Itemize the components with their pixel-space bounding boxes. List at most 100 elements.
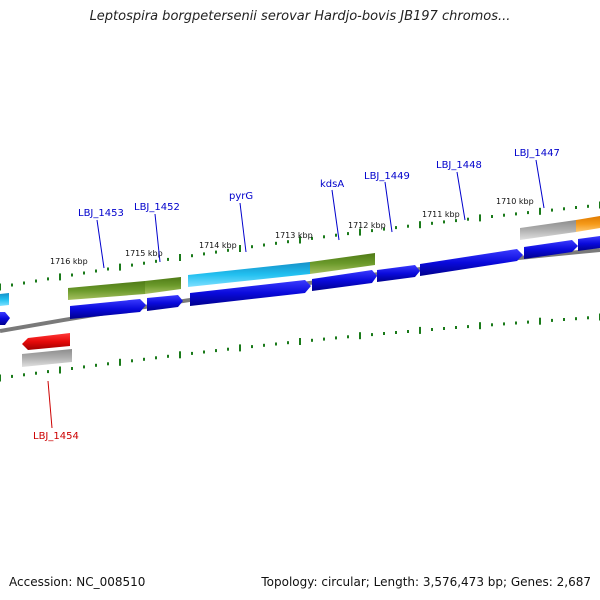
lower-scale-tick	[407, 330, 409, 333]
gene-LBJ_1448-arrow[interactable]	[420, 249, 523, 276]
upper-scale-tick	[575, 206, 577, 209]
gene-label-LBJ_1453[interactable]: LBJ_1453	[78, 208, 124, 219]
upper-scale-tick	[251, 245, 253, 249]
lower-scale-tick	[359, 332, 361, 340]
gene-kdsA-arrow[interactable]	[312, 270, 377, 291]
upper-scale-ticks	[0, 201, 600, 291]
gene-LBJ_1453-hit[interactable]	[68, 281, 145, 300]
lower-scale-tick	[143, 357, 145, 361]
lower-scale-tick	[299, 338, 301, 345]
gene-LBJ_1452-hit[interactable]	[145, 277, 181, 294]
lower-scale-tick	[59, 366, 61, 374]
lower-scale-tick	[191, 351, 193, 355]
upper-scale-tick	[239, 245, 241, 252]
kbp-label-1716: 1716 kbp	[50, 257, 88, 266]
upper-scale-tick	[0, 283, 1, 291]
lower-scale-tick	[155, 356, 157, 360]
kbp-label-1710: 1710 kbp	[496, 197, 534, 206]
upper-scale-tick	[563, 207, 565, 211]
leader-LBJ_1449	[384, 181, 393, 233]
leader-LBJ_1448	[456, 171, 466, 221]
lower-scale-tick	[515, 321, 517, 325]
upper-scale-tick	[119, 263, 121, 271]
gene-pyrG-hit[interactable]	[188, 262, 310, 287]
upper-scale-tick	[503, 213, 505, 217]
upper-scale-tick	[359, 228, 361, 236]
upper-scale-tick	[491, 215, 493, 218]
gene-label-LBJ_1448[interactable]: LBJ_1448	[436, 160, 482, 171]
upper-scale-tick	[419, 221, 421, 229]
lower-scale-tick	[419, 326, 421, 334]
upper-scale-tick	[515, 212, 517, 216]
lower-scale-tick	[35, 371, 37, 375]
gene-LBJ_1453-arrow[interactable]	[70, 299, 146, 319]
lower-scale-tick	[287, 341, 289, 345]
upper-scale-tick	[23, 281, 25, 285]
gene-LBJ_1454-hit-gray[interactable]	[22, 349, 72, 367]
lower-scale-tick	[563, 318, 565, 321]
upper-scale-tick	[35, 279, 37, 283]
gene-leftedge-hit-cyan[interactable]	[0, 293, 9, 306]
gene-LBJ_1452-arrow[interactable]	[147, 295, 183, 311]
gene-label-leaders	[47, 159, 545, 429]
lower-scale-tick	[395, 331, 397, 334]
lower-scale-tick	[503, 322, 505, 326]
upper-scale-tick	[11, 283, 13, 287]
lower-scale-tick	[83, 365, 85, 369]
gene-pyrG-arrow[interactable]	[190, 280, 311, 306]
upper-scale-tick	[263, 243, 265, 247]
upper-scale-tick	[431, 221, 433, 225]
gene-LBJ_1449-arrow[interactable]	[377, 265, 420, 282]
leader-kdsA	[331, 189, 340, 241]
upper-scale-tick	[131, 263, 133, 267]
lower-scale-tick	[107, 362, 109, 366]
gene-LBJ_1447-hit-gray[interactable]	[520, 220, 576, 240]
gene-label-pyrG[interactable]: pyrG	[229, 191, 253, 202]
upper-scale-tick	[335, 233, 337, 237]
gene-labels: LBJ_1453 LBJ_1452 pyrG kdsA LBJ_1449 LBJ…	[33, 148, 560, 442]
gene-LBJ_1446-hit-orange[interactable]	[576, 216, 600, 232]
lower-scale-tick	[11, 374, 13, 378]
leader-LBJ_1454	[47, 380, 53, 429]
upper-scale-tick	[227, 248, 229, 252]
lower-scale-tick	[311, 338, 313, 342]
upper-scale-tick	[47, 277, 49, 281]
gene-label-LBJ_1449[interactable]: LBJ_1449	[364, 171, 410, 182]
upper-scale-tick	[323, 235, 325, 239]
gene-LBJ_1447-arrow[interactable]	[524, 240, 578, 259]
upper-scale-tick	[203, 252, 205, 256]
lower-scale-tick	[203, 350, 205, 354]
lower-scale-tick	[587, 316, 589, 320]
lower-scale-tick	[131, 359, 133, 363]
lower-scale-tick	[443, 327, 445, 330]
gene-LBJ_1454-arrow[interactable]	[22, 333, 70, 350]
lower-scale-tick	[179, 351, 181, 359]
upper-scale-tick	[287, 240, 289, 244]
upper-scale-tick	[215, 250, 217, 254]
kbp-label-1714: 1714 kbp	[199, 241, 237, 250]
topology-summary: Topology: circular; Length: 3,576,473 bp…	[261, 575, 591, 589]
lower-scale-tick	[227, 347, 229, 351]
kbp-label-1711: 1711 kbp	[422, 210, 460, 219]
reverse-gene-track	[22, 333, 72, 367]
gene-label-LBJ_1447[interactable]: LBJ_1447	[514, 148, 560, 159]
upper-scale-tick	[311, 236, 313, 240]
gene-kdsA-hit[interactable]	[310, 253, 375, 274]
lower-scale-tick	[455, 326, 457, 329]
upper-scale-tick	[455, 219, 457, 223]
forward-gene-track	[0, 236, 600, 325]
kbp-label-1713: 1713 kbp	[275, 231, 313, 240]
gene-leftedge-forward[interactable]	[0, 312, 10, 325]
lower-scale-tick	[215, 349, 217, 353]
gene-LBJ_1446-arrow[interactable]	[578, 236, 600, 251]
gene-label-LBJ_1454[interactable]: LBJ_1454	[33, 431, 79, 442]
upper-scale-tick	[551, 208, 553, 212]
leader-pyrG	[239, 202, 247, 253]
lower-scale-tick	[71, 367, 73, 370]
upper-scale-tick	[191, 254, 193, 258]
upper-scale-tick	[275, 241, 277, 245]
gene-label-LBJ_1452[interactable]: LBJ_1452	[134, 202, 180, 213]
lower-scale-tick	[347, 335, 349, 339]
gene-label-kdsA[interactable]: kdsA	[320, 179, 344, 190]
